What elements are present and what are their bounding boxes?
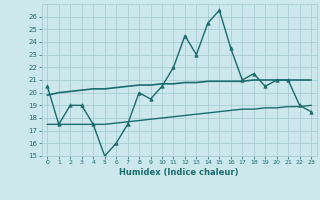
X-axis label: Humidex (Indice chaleur): Humidex (Indice chaleur) [119, 168, 239, 177]
